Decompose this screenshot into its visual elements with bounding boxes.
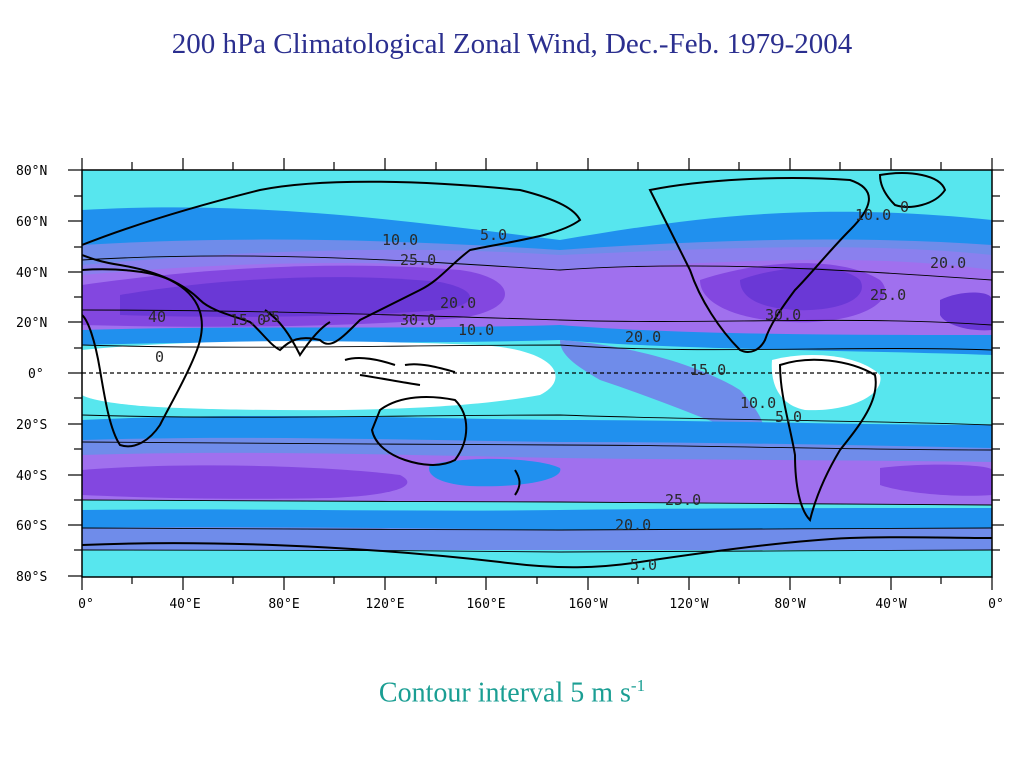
lat-axis: 80°N 60°N 40°N 20°N 0° 20°S 40°S 60°S 80… xyxy=(16,164,1004,585)
lon-axis: 0° 40°E 80°E 120°E 160°E 160°W 120°W 80°… xyxy=(78,158,1004,612)
lon-label: 40°W xyxy=(875,597,906,612)
westerly-duct-pacific xyxy=(560,340,764,440)
contour-label: 5.0 xyxy=(630,556,657,574)
lon-label: 120°E xyxy=(365,597,404,612)
jet-core-asia-inner xyxy=(120,277,470,317)
lat-label: 0° xyxy=(28,367,44,382)
jet-core-atlantic xyxy=(940,292,992,331)
sh-jet-core-1 xyxy=(82,465,408,499)
lat-label: 40°S xyxy=(16,469,47,484)
contour-label: 20.0 xyxy=(615,516,651,534)
australia-coast xyxy=(370,396,468,466)
contour-label: 5.0 xyxy=(480,226,507,244)
lon-label: 160°W xyxy=(568,597,607,612)
contour-label-layer: 10.0 5.0 25.0 20.0 30.0 15.0 10.0 0 20.0… xyxy=(148,198,966,574)
lon-label: 80°W xyxy=(774,597,805,612)
contour-label: 10.0 xyxy=(382,231,418,249)
easterly-white-sa xyxy=(771,355,881,411)
south-america-coast xyxy=(778,358,877,522)
lon-label: 80°E xyxy=(268,597,299,612)
lon-label: 0° xyxy=(78,597,94,612)
contour-label: 15.0 xyxy=(230,311,266,329)
contour-label: 20.0 xyxy=(440,294,476,312)
north-america-coast xyxy=(648,177,870,353)
lat-label: 80°N xyxy=(16,164,47,179)
page-title: 200 hPa Climatological Zonal Wind, Dec.-… xyxy=(171,28,853,60)
contour-label: 20.0 xyxy=(625,328,661,346)
contour-line-layer xyxy=(82,255,992,553)
sh-blue-patch xyxy=(429,458,561,487)
lat-labels: 80°N 60°N 40°N 20°N 0° 20°S 40°S 60°S 80… xyxy=(16,164,47,585)
contour-label: 25.0 xyxy=(665,491,701,509)
contour-label: 30.0 xyxy=(765,306,801,324)
contour-label: 25.0 xyxy=(870,286,906,304)
contour-label: 5.0 xyxy=(775,408,802,426)
lon-label: 0° xyxy=(988,597,1004,612)
contour-interval-caption: Contour interval 5 m s-1 xyxy=(0,676,1024,709)
india-coast xyxy=(264,309,331,357)
contour-label: 10.0 xyxy=(855,206,891,224)
lon-label: 160°E xyxy=(466,597,505,612)
lat-label: 60°S xyxy=(16,519,47,534)
contour-label: 20.0 xyxy=(930,254,966,272)
contour-label: 35 xyxy=(262,308,280,326)
sh-jet-core-2 xyxy=(880,464,992,496)
caption-text: Contour interval 5 m s xyxy=(378,677,631,709)
lat-label: 20°S xyxy=(16,418,47,433)
lat-label: 40°N xyxy=(16,266,47,281)
nz-coast xyxy=(514,469,521,496)
contour-label: 40 xyxy=(148,308,166,326)
band-sh-blue-2 xyxy=(82,508,992,530)
lat-tick-marks xyxy=(68,169,1004,577)
lat-label: 80°S xyxy=(16,570,47,585)
africa-coast xyxy=(82,268,203,448)
contour-label: 10.0 xyxy=(740,394,776,412)
contour-label: 30.0 xyxy=(400,311,436,329)
greenland-coast xyxy=(878,172,947,208)
lat-label: 60°N xyxy=(16,215,47,230)
map-svg: 10.0 5.0 25.0 20.0 30.0 15.0 10.0 0 20.0… xyxy=(16,158,1004,612)
lon-tick-marks xyxy=(81,158,993,590)
contour-label: 15.0 xyxy=(690,361,726,379)
lon-labels: 0° 40°E 80°E 120°E 160°E 160°W 120°W 80°… xyxy=(78,597,1004,612)
lat-label: 20°N xyxy=(16,316,47,331)
eurasia-coast xyxy=(82,180,582,352)
caption-superscript: -1 xyxy=(630,676,646,695)
contour-label: 25.0 xyxy=(400,251,436,269)
antarctica-coast xyxy=(82,536,992,569)
easterly-white-indo xyxy=(82,341,556,411)
band-sh-cyan-polar xyxy=(82,550,992,577)
coastline-layer xyxy=(82,172,992,569)
band-sh-slate-2 xyxy=(82,527,992,552)
zonal-wind-map: 10.0 5.0 25.0 20.0 30.0 15.0 10.0 0 20.0… xyxy=(0,150,1024,620)
lon-label: 40°E xyxy=(169,597,200,612)
indonesia-coast xyxy=(344,356,456,386)
contour-label: 0 xyxy=(155,348,164,366)
lon-label: 120°W xyxy=(669,597,708,612)
contour-label: 10.0 xyxy=(458,321,494,339)
contour-label: 0 xyxy=(900,198,909,216)
jet-core-america-inner xyxy=(740,267,862,311)
